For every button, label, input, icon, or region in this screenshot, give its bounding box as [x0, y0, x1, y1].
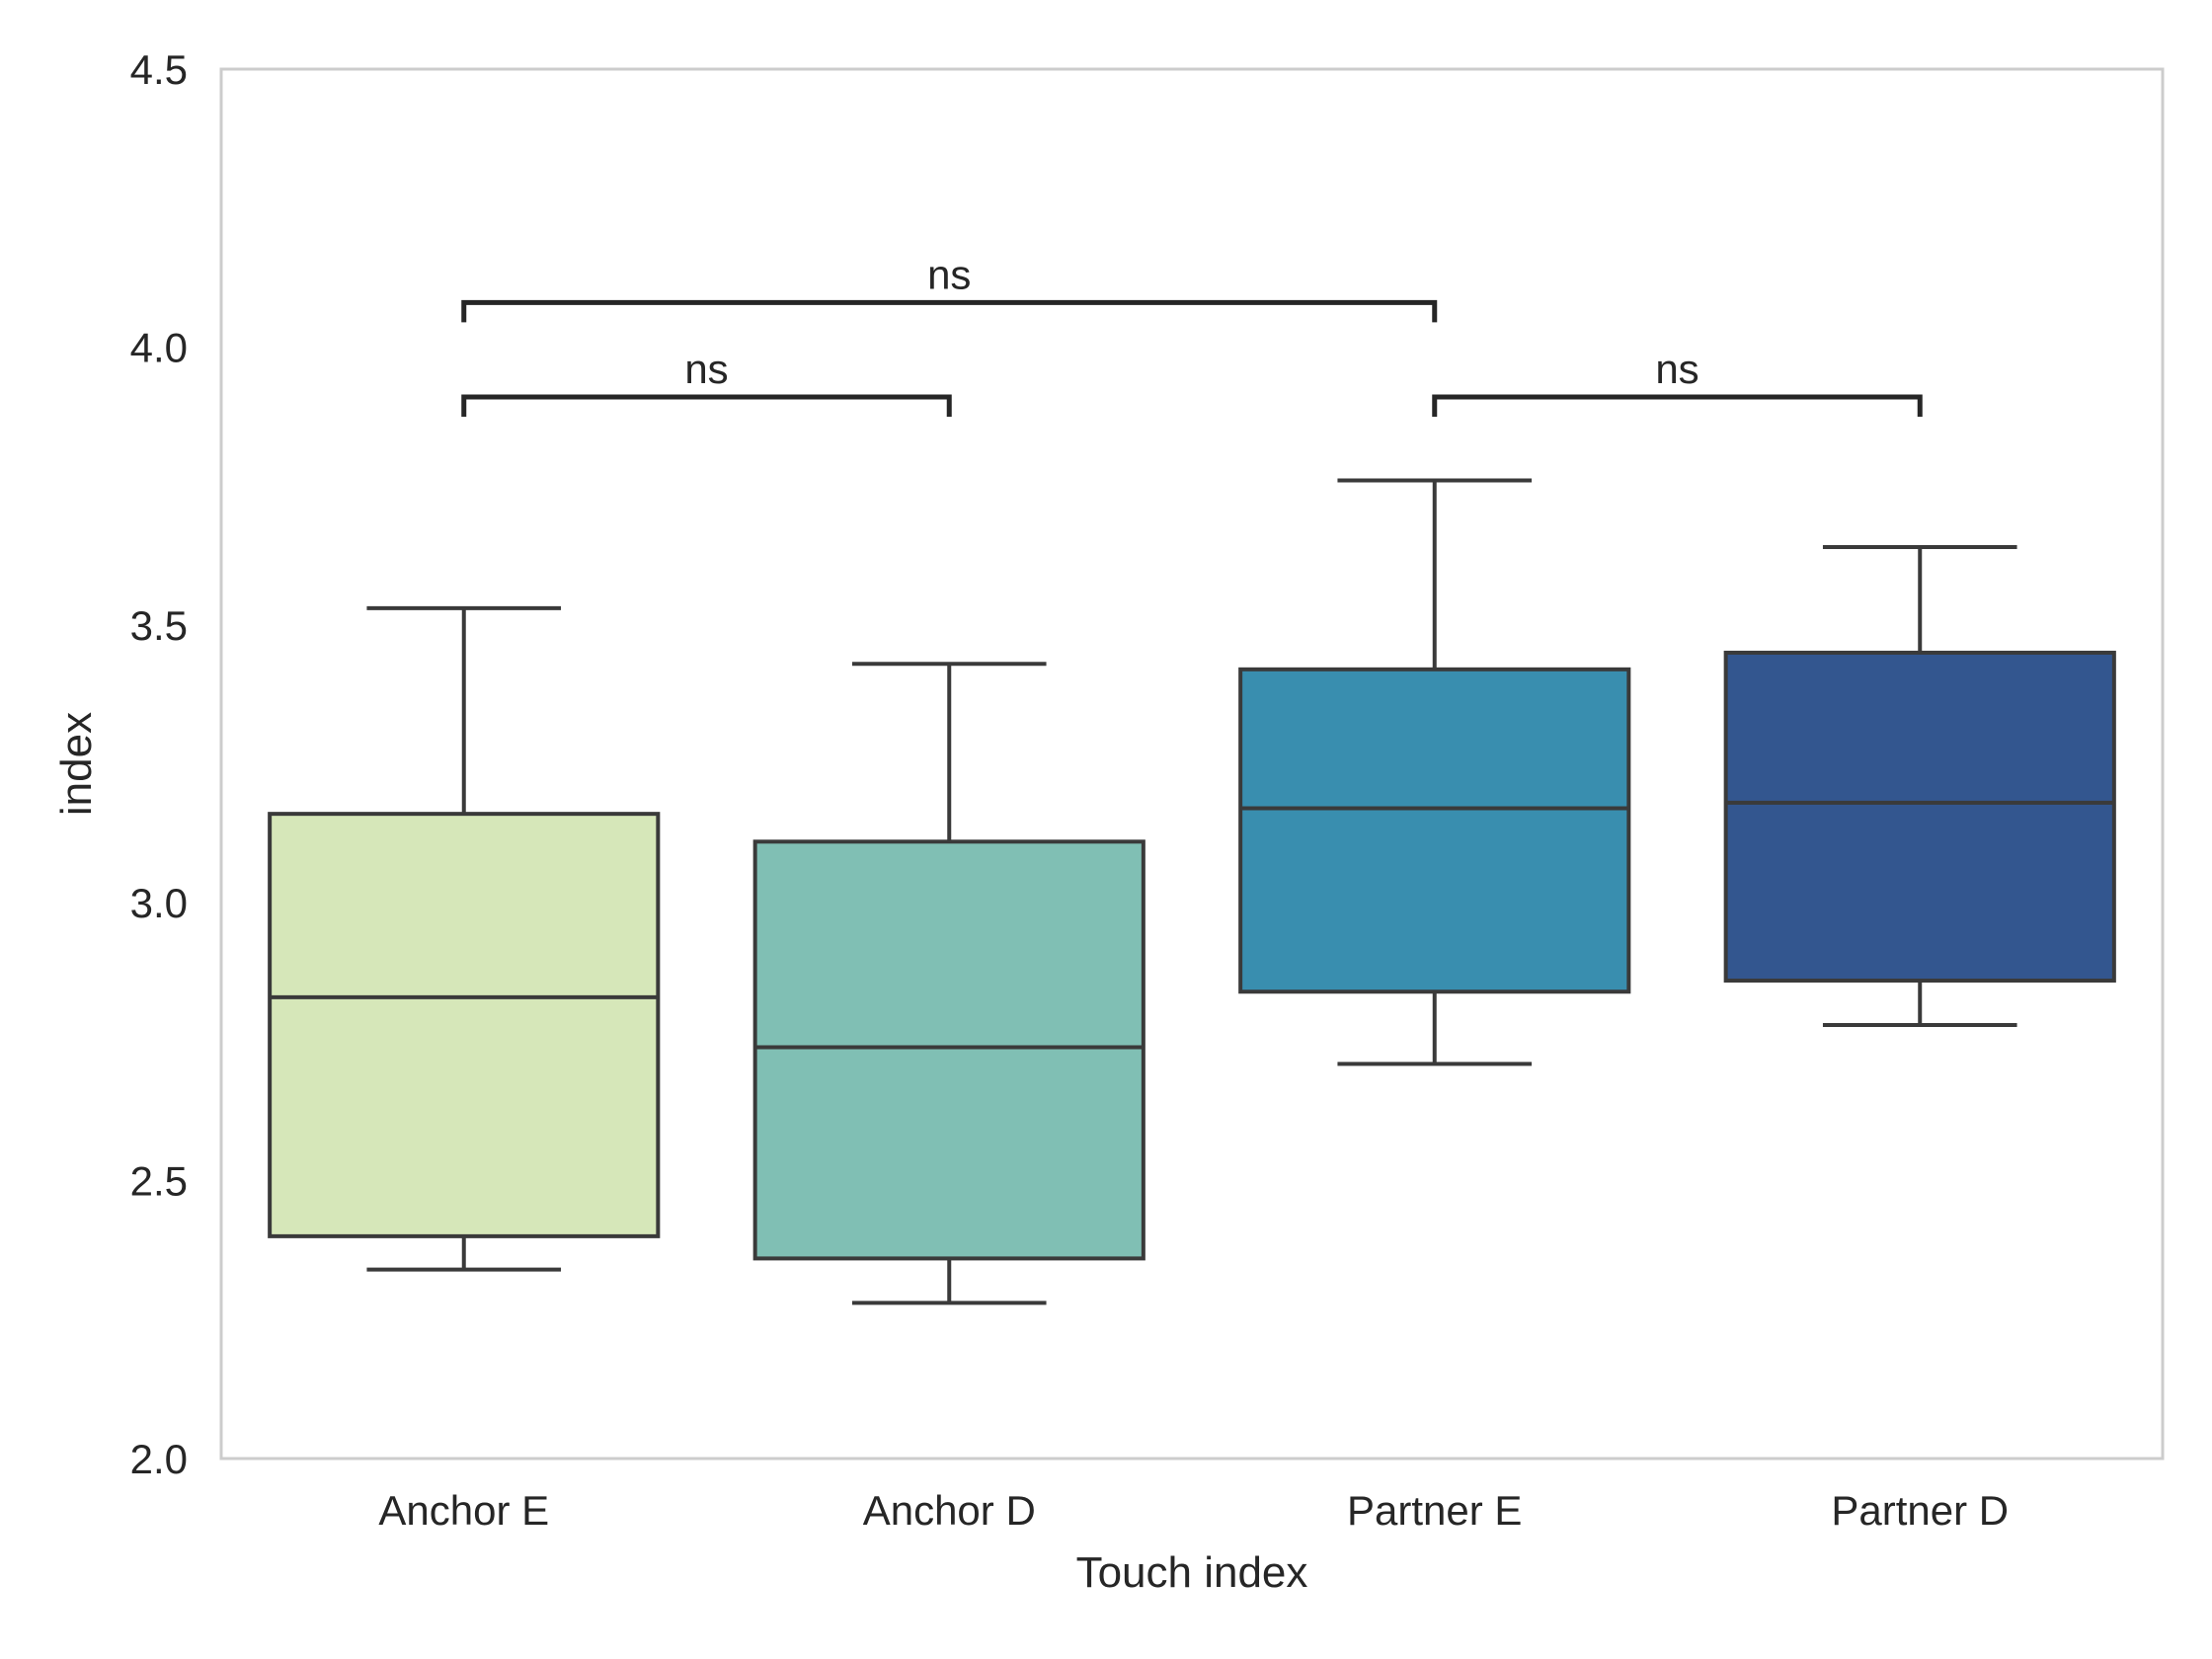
significance-label: ns — [1655, 346, 1698, 392]
bracket-line — [1432, 394, 1923, 418]
box-2 — [752, 662, 1146, 1305]
x-tick-label: Anchor E — [378, 1487, 549, 1534]
iqr-box — [1238, 667, 1631, 994]
bracket-line — [461, 394, 952, 418]
x-tick-label: Partner E — [1347, 1487, 1522, 1534]
box-3 — [1238, 478, 1631, 1066]
box-1 — [268, 605, 661, 1272]
boxes-layer — [268, 478, 2116, 1305]
y-tick-label: 4.5 — [130, 46, 188, 93]
y-tick-label: 3.5 — [130, 602, 188, 649]
annotations-layer: ns ns ns — [461, 251, 1923, 418]
y-tick-label: 2.0 — [130, 1436, 188, 1482]
iqr-box — [268, 812, 661, 1238]
significance-bracket-2: ns — [1432, 346, 1923, 418]
y-tick-label: 2.5 — [130, 1158, 188, 1205]
y-tick-label: 4.0 — [130, 324, 188, 370]
iqr-box — [1723, 650, 2116, 983]
x-tick-label: Anchor D — [863, 1487, 1036, 1534]
y-axis-label: index — [52, 712, 101, 816]
bracket-line — [461, 299, 1438, 323]
iqr-box — [752, 839, 1146, 1261]
box-4 — [1723, 545, 2116, 1028]
y-tick-label: 3.0 — [130, 880, 188, 926]
significance-label: ns — [684, 346, 728, 392]
plot-frame — [219, 67, 2165, 1461]
significance-label: ns — [927, 251, 971, 297]
significance-bracket-1: ns — [461, 346, 952, 418]
y-ticks-layer: 2.0 2.5 3.0 3.5 4.0 4.5 — [130, 46, 188, 1482]
x-axis-label: Touch index — [1076, 1548, 1308, 1597]
x-ticks-layer: Anchor E Anchor D Partner E Partner D — [378, 1487, 2009, 1534]
x-tick-label: Partner D — [1831, 1487, 2009, 1534]
significance-bracket-3: ns — [461, 251, 1438, 323]
